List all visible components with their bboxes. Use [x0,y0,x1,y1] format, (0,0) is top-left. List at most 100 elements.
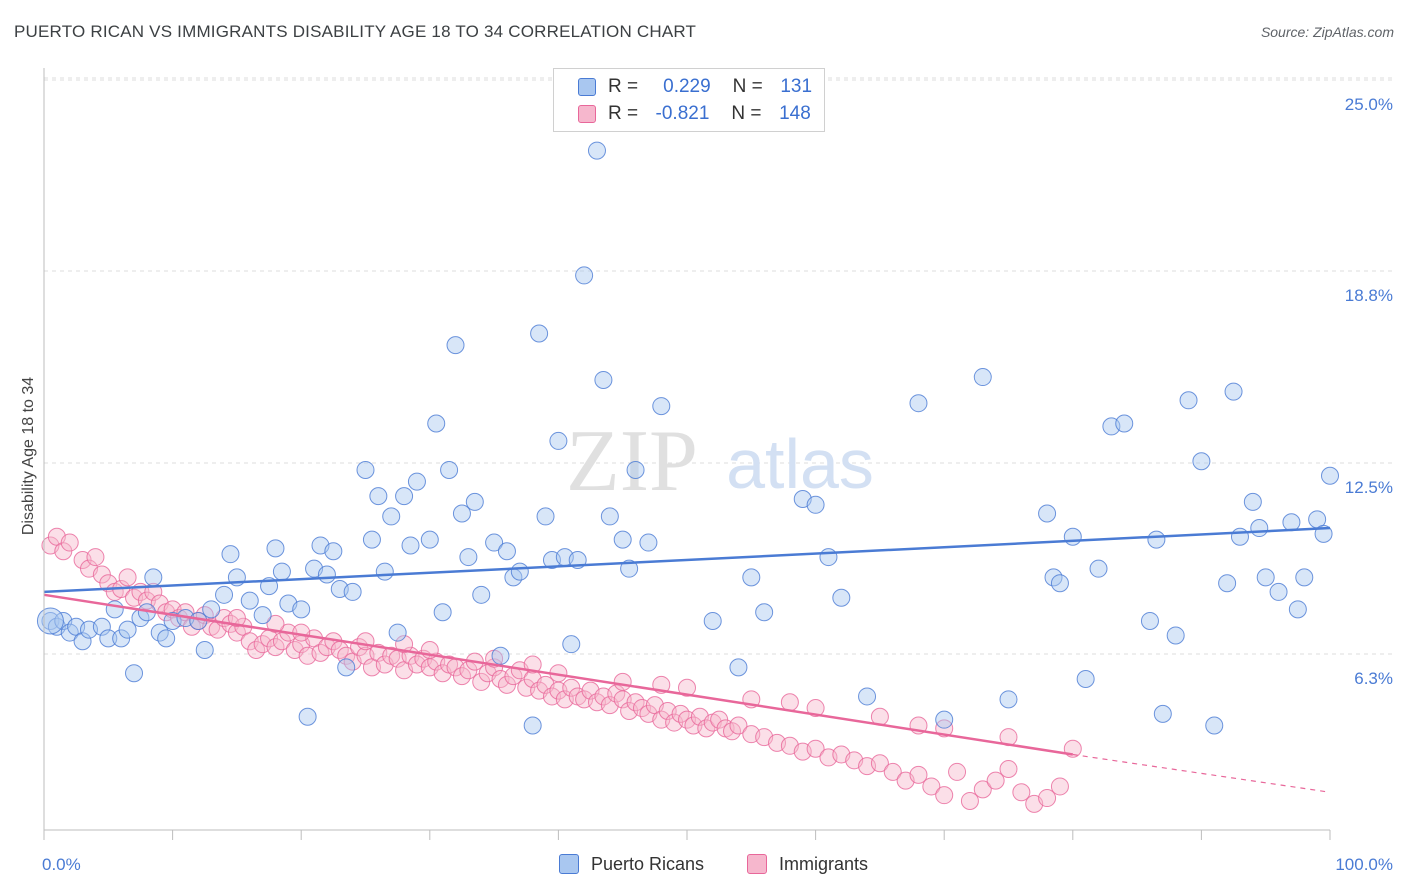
legend-n-value: 131 [780,76,813,97]
data-point [909,394,928,413]
data-point [491,646,510,665]
y-tick-label: 6.3% [1354,669,1393,688]
grid-lines [44,77,1394,655]
data-point [1050,574,1069,593]
data-point [594,370,613,389]
data-point [729,716,748,735]
data-point [999,760,1018,779]
data-point [806,739,825,758]
data-point [613,672,632,691]
data-point [356,460,375,479]
data-point [317,565,336,584]
legend-swatch-pink [578,105,596,123]
data-point [1269,582,1288,601]
data-point [832,588,851,607]
data-point [678,678,696,697]
puerto-ricans-points [36,141,1339,735]
data-point [272,562,291,581]
data-point [1256,568,1275,587]
data-point [195,640,214,659]
puerto-ricans-trend-line [43,526,1331,594]
data-point [1147,530,1166,549]
data-point [729,658,748,677]
data-point [60,533,79,552]
data-point [948,762,967,781]
data-point [870,754,889,773]
data-point [1288,600,1307,619]
data-point [742,568,761,587]
data-point [440,460,459,479]
data-point [215,585,234,604]
legend-n-value: 148 [779,103,811,124]
data-point [298,707,317,726]
data-point [1282,513,1301,532]
legend-row-puerto-ricans: R = 0.229 N = 131 [554,74,812,100]
data-point [395,635,414,654]
x-tick-label: 0.0% [42,855,81,874]
data-point [266,614,285,633]
watermark-atlas: atlas [726,425,874,503]
data-point [613,530,632,549]
data-point [1205,716,1224,735]
data-point [472,585,491,604]
data-point [1140,611,1159,630]
legend-swatch-blue [578,78,596,96]
data-point [1038,789,1057,808]
data-point [362,530,381,549]
data-point [536,507,555,526]
data-point [626,460,645,479]
data-point [99,629,118,648]
data-point [395,487,414,506]
data-point [1115,414,1134,433]
data-point [452,504,471,523]
data-point [858,687,877,706]
data-point [1243,492,1262,511]
data-point [703,611,722,630]
immigrants-trend-extension [1072,753,1331,793]
y-tick-label: 25.0% [1345,95,1393,114]
data-point [427,414,446,433]
chart-title: PUERTO RICAN VS IMMIGRANTS DISABILITY AG… [14,22,697,41]
data-point [652,397,671,416]
data-point [806,699,825,718]
data-point [446,336,465,355]
data-point [755,603,774,622]
data-point [157,629,176,648]
y-axis-label: Disability Age 18 to 34 [20,377,37,535]
data-point [240,591,259,610]
data-point [922,777,941,796]
data-point [253,606,272,625]
data-point [73,632,92,651]
bottom-legend-swatch-blue [559,854,579,874]
data-point [1250,519,1269,538]
data-point [562,635,581,654]
y-tick-label: 18.8% [1345,286,1393,305]
data-point [459,548,478,567]
legend-n-label: N = [731,103,762,124]
data-point [510,562,529,581]
data-point [465,492,484,511]
data-point [973,780,992,799]
legend-row-immigrants: R = -0.821 N = 148 [554,101,811,127]
bottom-legend-swatch-pink [747,854,767,874]
data-point [292,600,311,619]
data-point [639,533,658,552]
data-point [227,609,246,628]
legend-r-label: R = [608,76,639,97]
data-point [1224,382,1243,401]
data-point [600,507,619,526]
data-point [780,693,799,712]
data-point [806,495,825,514]
data-point [356,632,375,651]
data-point [883,762,902,781]
data-point [401,536,420,555]
data-point [1295,568,1314,587]
data-point [587,141,606,160]
x-tick-label: 100.0% [1335,855,1393,874]
data-point [118,568,137,587]
data-point [202,600,221,619]
data-point [549,431,568,450]
legend-r-value: 0.229 [663,76,711,97]
data-point [118,620,137,639]
data-point [960,791,979,810]
